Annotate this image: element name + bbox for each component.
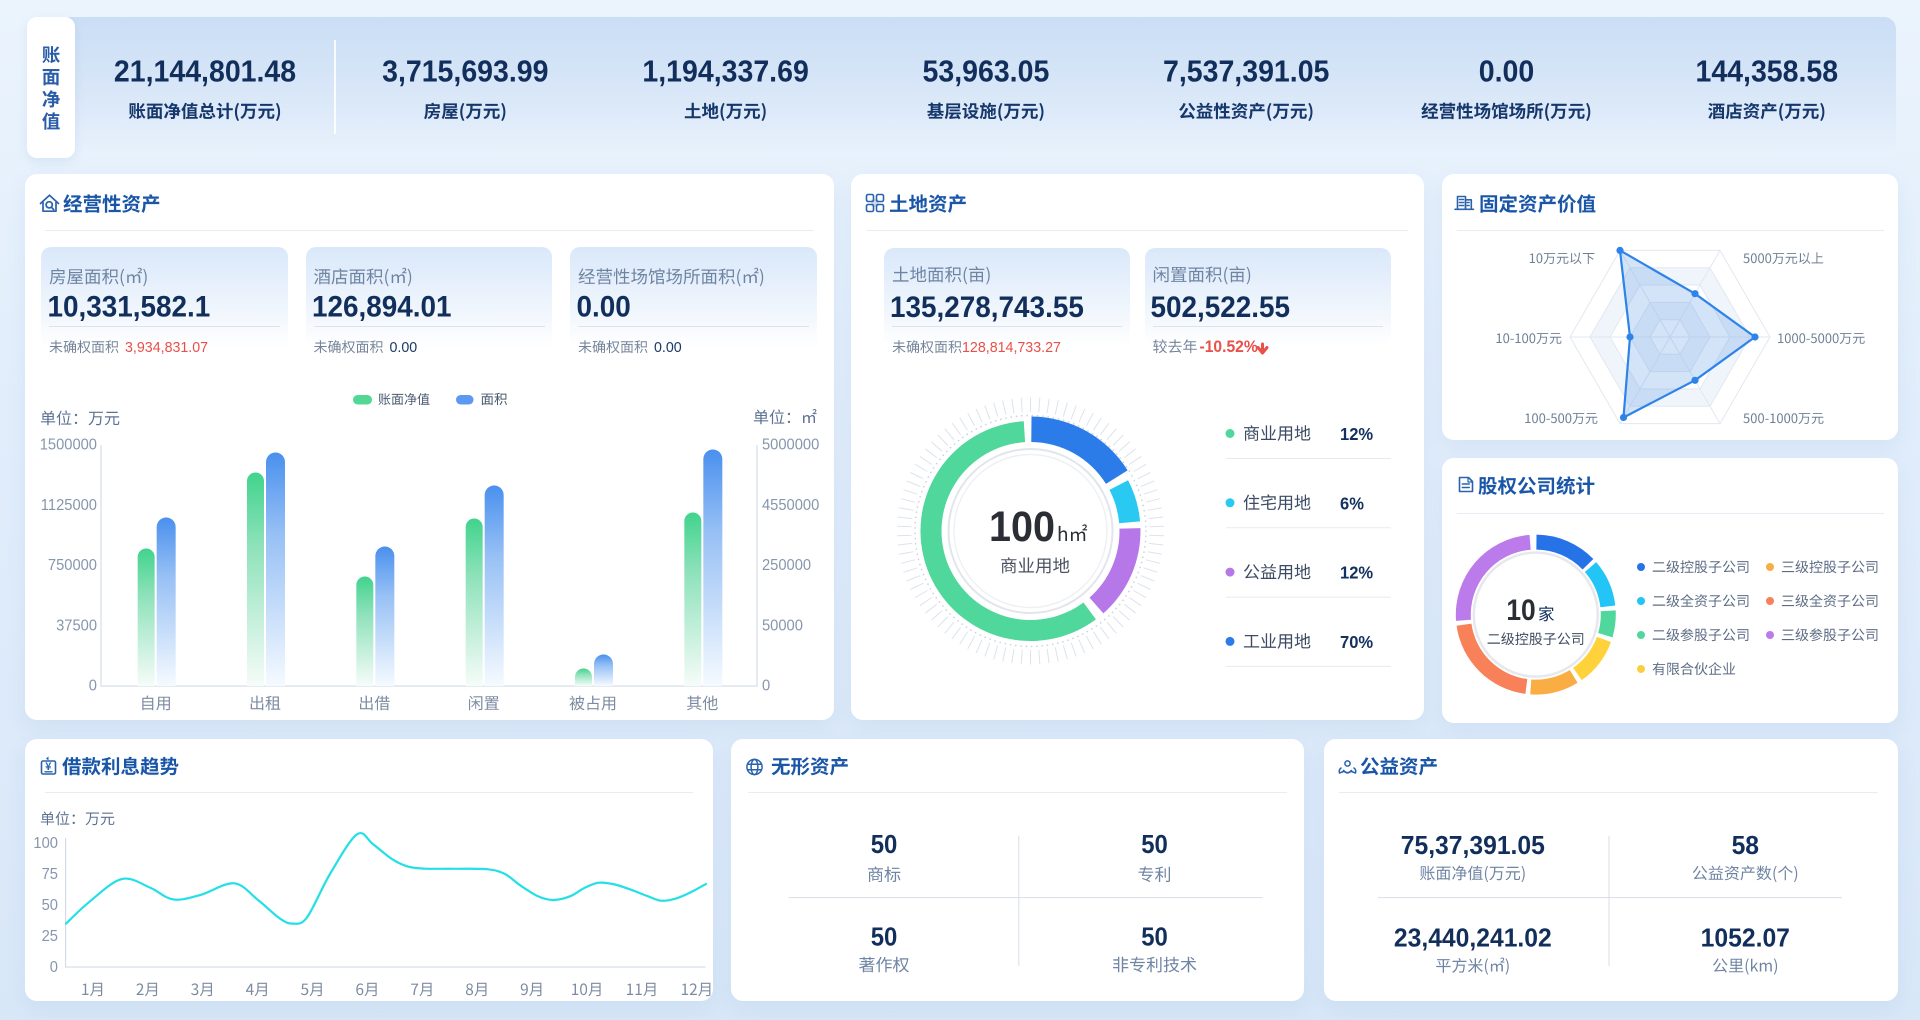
svg-text:58: 58 <box>1732 831 1759 860</box>
svg-text:0: 0 <box>89 677 97 694</box>
svg-text:23,440,241.02: 23,440,241.02 <box>1394 924 1552 953</box>
svg-text:0: 0 <box>50 959 58 976</box>
svg-text:75: 75 <box>42 866 58 883</box>
svg-text:50000: 50000 <box>762 617 803 634</box>
svg-text:126,894.01: 126,894.01 <box>312 291 452 324</box>
svg-text:0.00: 0.00 <box>1479 54 1534 88</box>
svg-text:144,358.58: 144,358.58 <box>1695 54 1838 88</box>
svg-text:128,814,733.27: 128,814,733.27 <box>962 340 1061 356</box>
svg-text:0.00: 0.00 <box>654 340 682 356</box>
svg-text:12%: 12% <box>1340 562 1373 583</box>
svg-text:50: 50 <box>871 923 898 952</box>
svg-text:5000000: 5000000 <box>762 436 819 453</box>
svg-text:50: 50 <box>1141 830 1168 859</box>
svg-text:75,37,391.05: 75,37,391.05 <box>1401 831 1545 860</box>
svg-text:10: 10 <box>1506 592 1535 626</box>
svg-text:1125000: 1125000 <box>41 496 97 513</box>
svg-text:21,144,801.48: 21,144,801.48 <box>114 54 296 88</box>
svg-text:4550000: 4550000 <box>762 496 819 513</box>
svg-text:0.00: 0.00 <box>577 291 631 324</box>
svg-text:3,934,831.07: 3,934,831.07 <box>125 340 208 356</box>
svg-text:502,522.55: 502,522.55 <box>1151 291 1291 324</box>
svg-text:0.00: 0.00 <box>390 340 418 356</box>
svg-text:7,537,391.05: 7,537,391.05 <box>1163 54 1329 88</box>
svg-text:250000: 250000 <box>762 557 811 574</box>
svg-text:6%: 6% <box>1340 493 1364 514</box>
svg-text:50: 50 <box>1141 923 1168 952</box>
svg-text:25: 25 <box>42 928 58 945</box>
svg-text:3,715,693.99: 3,715,693.99 <box>382 54 548 88</box>
svg-text:12%: 12% <box>1340 423 1373 444</box>
svg-text:0: 0 <box>762 677 770 694</box>
svg-text:100: 100 <box>989 502 1055 550</box>
svg-text:135,278,743.55: 135,278,743.55 <box>890 291 1084 324</box>
svg-text:53,963.05: 53,963.05 <box>923 54 1050 88</box>
svg-text:70%: 70% <box>1340 631 1373 652</box>
svg-text:50: 50 <box>42 897 58 914</box>
svg-text:1500000: 1500000 <box>40 436 97 453</box>
svg-text:37500: 37500 <box>56 617 97 634</box>
svg-text:1052.07: 1052.07 <box>1701 924 1790 953</box>
svg-text:1,194,337.69: 1,194,337.69 <box>642 54 808 88</box>
svg-text:100: 100 <box>33 835 58 852</box>
svg-text:50: 50 <box>871 830 898 859</box>
svg-text:10,331,582.1: 10,331,582.1 <box>48 291 211 324</box>
svg-text:-10.52%: -10.52% <box>1200 337 1259 356</box>
svg-text:750000: 750000 <box>48 557 97 574</box>
